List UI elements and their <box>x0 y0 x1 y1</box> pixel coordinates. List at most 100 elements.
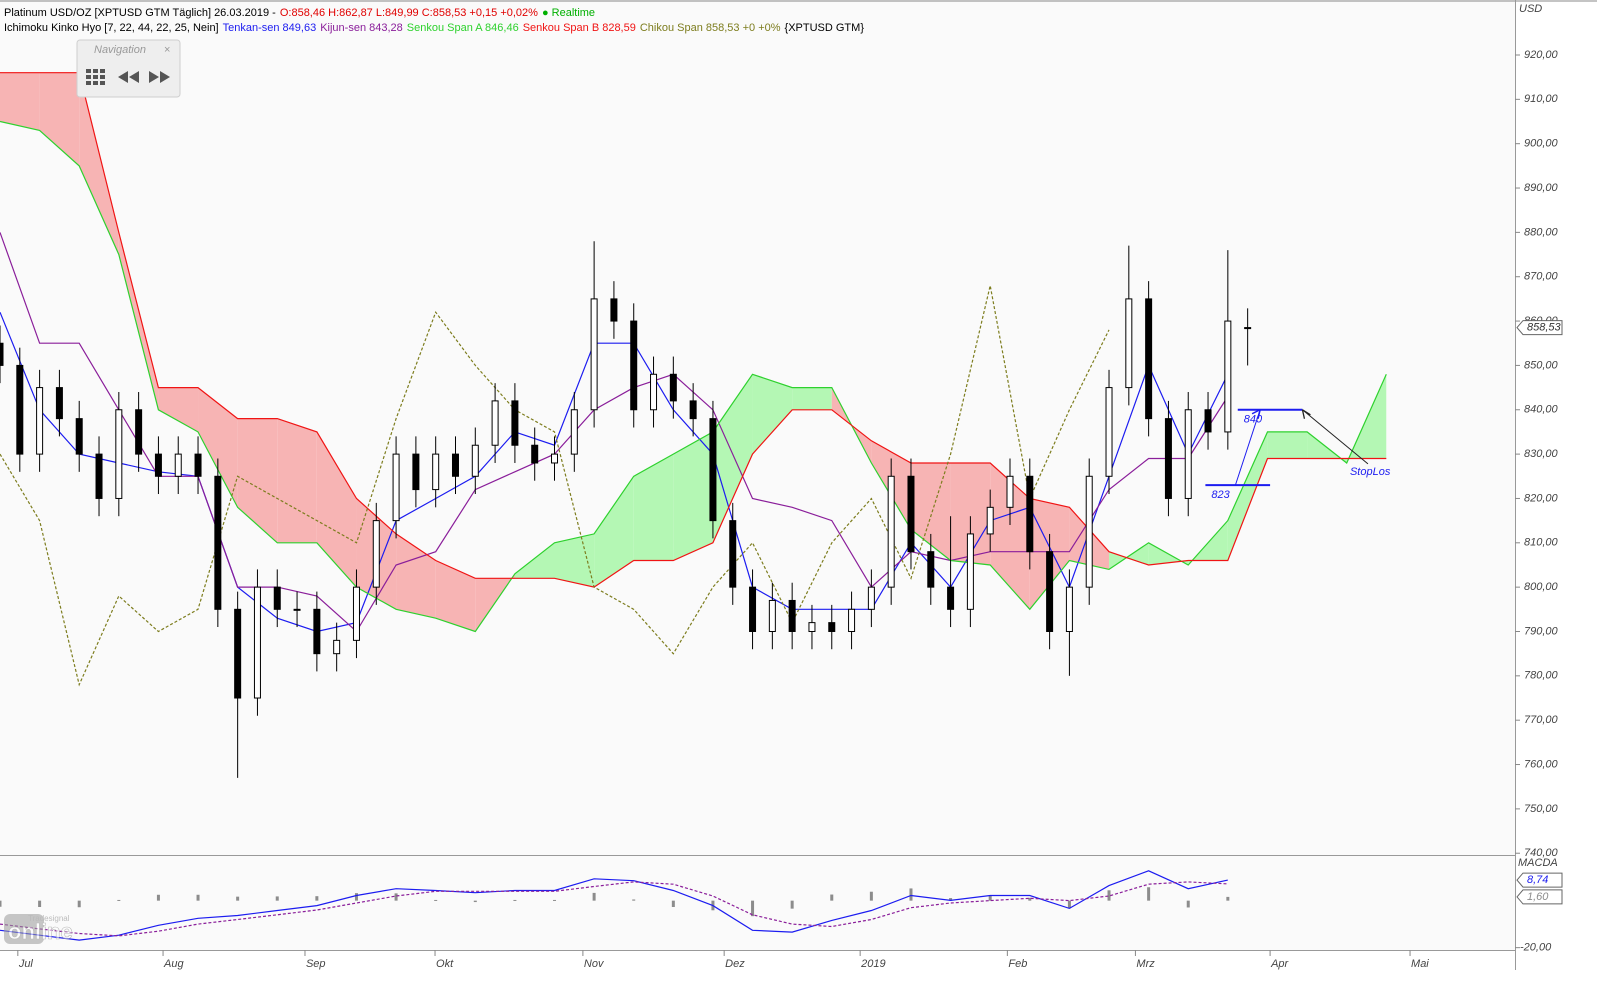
indicator-name: Ichimoku Kinko Hyo [7, 22, 44, 22, 25, N… <box>4 22 219 34</box>
candle-body <box>947 586 955 610</box>
x-tick-label: Feb <box>1008 958 1027 970</box>
candle-body <box>1085 475 1093 588</box>
x-axis-background <box>0 950 1515 991</box>
watermark-brand: Tradesignal <box>28 914 70 923</box>
histogram-bar <box>394 893 398 901</box>
candle-body <box>1026 475 1034 553</box>
candle-body <box>1125 298 1133 389</box>
histogram-bar <box>909 888 913 901</box>
candle-body <box>1164 418 1172 499</box>
cloud-segment <box>435 560 476 632</box>
value-tag <box>1516 872 1563 888</box>
candle-body <box>511 400 519 446</box>
x-tick-label: Jul <box>18 958 34 970</box>
y-tick-label: 790,00 <box>1524 625 1559 637</box>
histogram-bar <box>553 899 557 901</box>
cloud-segment <box>633 454 674 561</box>
cloud-segment <box>950 462 991 565</box>
indicator-line <box>0 870 1228 941</box>
histogram-bar <box>751 900 755 917</box>
plot: 840 823 StopLos <box>0 72 1391 941</box>
x-tick-label: Mai <box>1411 958 1429 970</box>
indicator-line <box>0 881 1228 937</box>
x-tick-label: 2019 <box>860 958 885 970</box>
navigation-grid-button[interactable] <box>86 69 105 85</box>
candle-body <box>768 599 776 632</box>
value-tag-label: 8,74 <box>1527 874 1548 886</box>
candle-body <box>907 475 915 553</box>
candle-body <box>372 520 380 588</box>
y-tick-label: 920,00 <box>1524 49 1559 61</box>
candle-body <box>808 622 816 632</box>
candle-body <box>36 387 44 455</box>
candle-body <box>927 551 935 588</box>
candle-body <box>135 409 143 455</box>
candle-body <box>273 586 281 610</box>
candle-body <box>749 586 757 632</box>
histogram-bar <box>236 896 240 901</box>
histogram-bar <box>632 899 636 901</box>
candle-body <box>848 608 856 632</box>
navigation-title: Navigation <box>94 44 146 56</box>
candle-body <box>432 453 440 491</box>
navigation-close[interactable]: × <box>164 44 170 56</box>
y-tick-label: 830,00 <box>1524 448 1559 460</box>
cloud-segment <box>198 387 238 508</box>
candle-body <box>966 533 974 610</box>
chikou-legend: Chikou Span 858,53 +0 +0% <box>640 22 781 34</box>
candle-body <box>352 586 360 641</box>
cloud-segment <box>712 374 753 543</box>
candle-body <box>1145 298 1153 420</box>
candle-body <box>551 453 559 464</box>
candle-body <box>115 409 123 499</box>
histogram-bar <box>354 893 358 901</box>
y-tick-label: -20,00 <box>1520 942 1552 954</box>
y-axis-unit: USD <box>1519 3 1542 15</box>
candle-body <box>154 453 162 477</box>
histogram-bar <box>1067 900 1071 909</box>
watermark-word: online <box>8 919 73 944</box>
header-quote: O:858,46 H:862,87 L:849,99 C:858,53 +0,1… <box>280 7 538 19</box>
histogram-bar <box>671 900 675 907</box>
navigation-forward-button[interactable] <box>149 71 170 83</box>
value-tag-label: 858,53 <box>1527 321 1562 333</box>
span-a-legend: Senkou Span A 846,46 <box>407 22 519 34</box>
x-tick-label: Apr <box>1270 958 1289 970</box>
candle-body <box>75 418 83 455</box>
histogram-bar <box>513 899 517 901</box>
histogram-bar <box>156 894 160 901</box>
x-tick-label: Aug <box>163 958 184 970</box>
candle-body <box>570 409 578 455</box>
navigation-back-button[interactable] <box>118 71 139 83</box>
value-tag-label: 1,60 <box>1527 891 1549 903</box>
histogram-bar <box>1226 896 1230 901</box>
candle-body <box>234 608 242 699</box>
candle-body <box>55 387 63 420</box>
annotation-arrowhead <box>1301 409 1311 419</box>
value-tag <box>1516 320 1563 336</box>
y-tick-label: 910,00 <box>1524 93 1559 105</box>
candle-body <box>95 453 103 499</box>
histogram-bar <box>592 892 596 901</box>
candle-body <box>650 373 658 411</box>
y-tick-label: 740,00 <box>1524 847 1559 859</box>
histogram-bar <box>77 900 81 908</box>
y-tick-label: 820,00 <box>1524 492 1559 504</box>
candle-body <box>1006 475 1014 508</box>
histogram-bar <box>117 899 121 901</box>
histogram-bar <box>830 894 834 901</box>
candle-body <box>471 444 479 477</box>
candle-body <box>412 453 420 491</box>
cloud-segment <box>79 72 119 255</box>
candle-body <box>1244 327 1252 330</box>
candle-body <box>887 475 895 588</box>
value-tag <box>1516 889 1563 905</box>
histogram-bar <box>473 900 477 903</box>
histogram-bar <box>275 896 279 901</box>
candle-body <box>174 453 182 477</box>
candle-body <box>491 400 499 446</box>
y-tick-label: 760,00 <box>1524 758 1559 770</box>
annotation: StopLos <box>1350 466 1391 478</box>
